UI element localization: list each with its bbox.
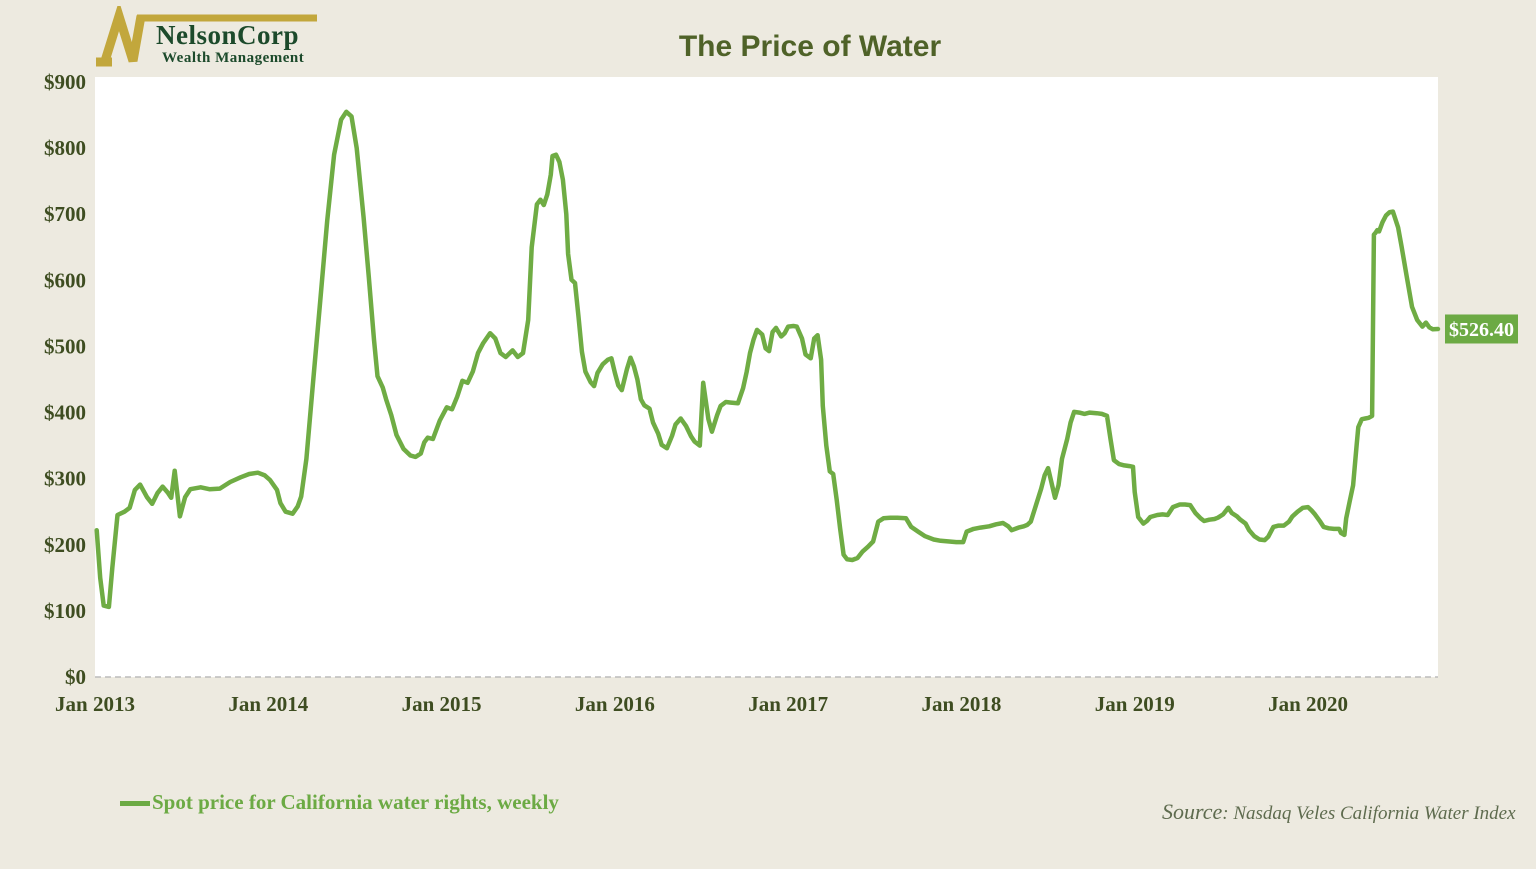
y-axis-label: $800 [44,136,86,160]
current-price-tag-label: $526.40 [1449,319,1514,341]
y-axis-label: $300 [44,467,86,491]
legend-line-swatch-icon [120,801,150,806]
y-axis-label: $700 [44,202,86,226]
x-axis-label: Jan 2017 [748,692,828,716]
y-axis-label: $200 [44,533,86,557]
source-prefix: Source [1162,799,1223,824]
source-note: Source: Nasdaq Veles California Water In… [1162,799,1516,825]
source-text: : Nasdaq Veles California Water Index [1222,803,1516,824]
plot-area [95,77,1438,677]
y-axis-label: $900 [44,70,86,94]
x-axis-label: Jan 2015 [402,692,482,716]
x-axis-label: Jan 2019 [1095,692,1175,716]
y-axis-label: $400 [44,401,86,425]
y-axis-label: $0 [65,665,86,689]
legend-label: Spot price for California water rights, … [152,790,559,814]
x-axis-label: Jan 2016 [575,692,655,716]
price-line [94,109,1441,610]
chart-title: The Price of Water [678,30,942,63]
y-axis-label: $100 [44,599,86,623]
current-price-tag [1445,314,1518,344]
x-axis-label: Jan 2018 [921,692,1001,716]
y-axis-label: $600 [44,268,86,292]
company-name: NelsonCorp [156,20,300,50]
company-tagline: Wealth Management [162,50,305,66]
company-logo: NelsonCorp Wealth Management [72,6,352,76]
logo-mark-icon [96,6,317,67]
x-axis-label: Jan 2013 [55,692,135,716]
x-axis-label: Jan 2014 [228,692,308,716]
x-axis-label: Jan 2020 [1268,692,1348,716]
y-axis-label: $500 [44,334,86,358]
legend: Spot price for California water rights, … [120,790,559,815]
